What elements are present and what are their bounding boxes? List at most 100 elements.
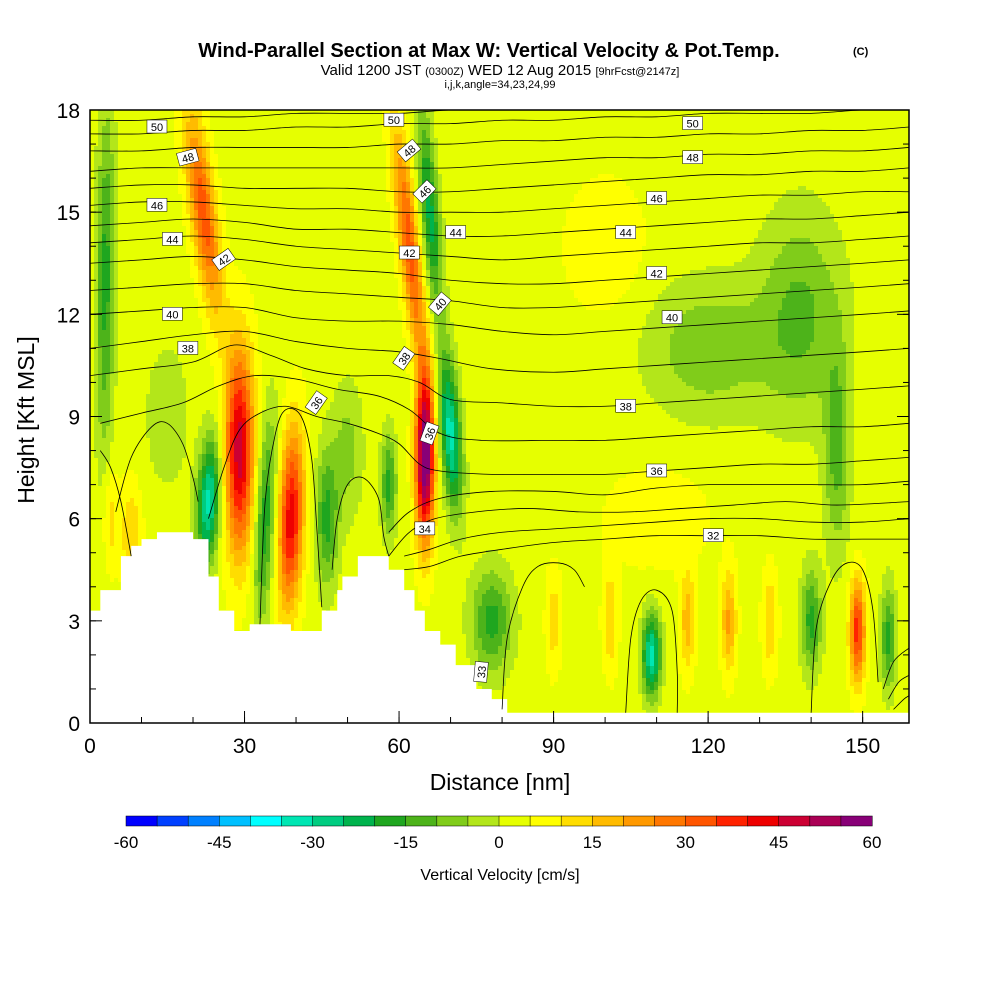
velocity-cell xyxy=(438,122,443,127)
velocity-cell xyxy=(242,118,247,123)
velocity-cell xyxy=(422,114,427,119)
velocity-cell xyxy=(458,118,463,123)
velocity-cell xyxy=(738,114,743,119)
velocity-cell xyxy=(322,130,327,135)
velocity-cell xyxy=(666,126,671,131)
velocity-cell xyxy=(594,114,599,119)
velocity-cell xyxy=(326,126,331,131)
velocity-cell xyxy=(458,114,463,119)
velocity-cell xyxy=(430,122,435,127)
velocity-cell xyxy=(534,126,539,131)
velocity-cell xyxy=(594,118,599,123)
velocity-cell xyxy=(838,114,843,119)
velocity-cell xyxy=(890,122,895,127)
velocity-cell xyxy=(354,130,359,135)
velocity-cell xyxy=(238,122,243,127)
velocity-cell xyxy=(362,118,367,123)
velocity-cell xyxy=(670,122,675,127)
velocity-cell xyxy=(474,114,479,119)
velocity-cell xyxy=(330,114,335,119)
velocity-cell xyxy=(874,122,879,127)
velocity-cell xyxy=(486,126,491,131)
velocity-cell xyxy=(346,130,351,135)
velocity-cell xyxy=(678,122,683,127)
velocity-cell xyxy=(770,114,775,119)
velocity-cell xyxy=(126,134,131,139)
velocity-cell xyxy=(302,118,307,123)
velocity-cell xyxy=(438,118,443,123)
velocity-cell xyxy=(750,122,755,127)
velocity-cell xyxy=(482,114,487,119)
velocity-cell xyxy=(106,134,111,139)
velocity-cell xyxy=(350,122,355,127)
velocity-cell xyxy=(858,122,863,127)
velocity-cell xyxy=(722,118,727,123)
velocity-cell xyxy=(606,126,611,131)
velocity-cell xyxy=(566,122,571,127)
velocity-cell xyxy=(282,114,287,119)
velocity-cell xyxy=(510,114,515,119)
velocity-cell xyxy=(646,126,651,131)
velocity-cell xyxy=(214,134,219,139)
velocity-cell xyxy=(858,118,863,123)
velocity-cell xyxy=(790,122,795,127)
velocity-cell xyxy=(334,130,339,135)
velocity-cell xyxy=(382,130,387,135)
velocity-cell xyxy=(566,114,571,119)
velocity-cell xyxy=(390,130,395,135)
velocity-cell xyxy=(526,130,531,135)
velocity-cell xyxy=(666,130,671,135)
velocity-cell xyxy=(898,118,903,123)
velocity-cell xyxy=(150,134,155,139)
velocity-cell xyxy=(330,130,335,135)
velocity-cell xyxy=(94,134,99,139)
velocity-cell xyxy=(170,126,175,131)
velocity-cell xyxy=(618,118,623,123)
velocity-cell xyxy=(430,130,435,135)
velocity-cell xyxy=(206,134,211,139)
velocity-cell xyxy=(838,122,843,127)
velocity-cell xyxy=(486,122,491,127)
velocity-cell xyxy=(402,126,407,131)
velocity-cell xyxy=(370,114,375,119)
velocity-cell xyxy=(250,130,255,135)
velocity-cell xyxy=(902,118,907,123)
velocity-cell xyxy=(106,126,111,131)
velocity-cell xyxy=(142,122,147,127)
velocity-cell xyxy=(262,130,267,135)
velocity-cell xyxy=(726,118,731,123)
velocity-cell xyxy=(478,130,483,135)
velocity-cell xyxy=(790,114,795,119)
velocity-cell xyxy=(574,126,579,131)
velocity-cell xyxy=(610,114,615,119)
velocity-cell xyxy=(742,114,747,119)
velocity-cell xyxy=(238,114,243,119)
velocity-cell xyxy=(346,118,351,123)
velocity-cell xyxy=(790,130,795,135)
velocity-cell xyxy=(178,118,183,123)
velocity-cell xyxy=(802,114,807,119)
velocity-cell xyxy=(850,122,855,127)
velocity-cell xyxy=(330,118,335,123)
velocity-cell xyxy=(478,122,483,127)
velocity-cell xyxy=(354,122,359,127)
velocity-cell xyxy=(158,134,163,139)
velocity-cell xyxy=(218,114,223,119)
velocity-cell xyxy=(406,122,411,127)
velocity-cell xyxy=(490,122,495,127)
velocity-cell xyxy=(898,114,903,119)
velocity-cell xyxy=(378,126,383,131)
velocity-cell xyxy=(330,126,335,131)
velocity-cell xyxy=(750,114,755,119)
velocity-cell xyxy=(202,122,207,127)
velocity-cell xyxy=(298,130,303,135)
velocity-cell xyxy=(326,130,331,135)
velocity-cell xyxy=(626,126,631,131)
velocity-cell xyxy=(686,130,691,135)
velocity-cell xyxy=(546,126,551,131)
velocity-cell xyxy=(498,130,503,135)
subtitle-date: WED 12 Aug 2015 xyxy=(468,62,591,79)
velocity-cell xyxy=(118,122,123,127)
velocity-cell xyxy=(630,122,635,127)
velocity-cell xyxy=(794,130,799,135)
